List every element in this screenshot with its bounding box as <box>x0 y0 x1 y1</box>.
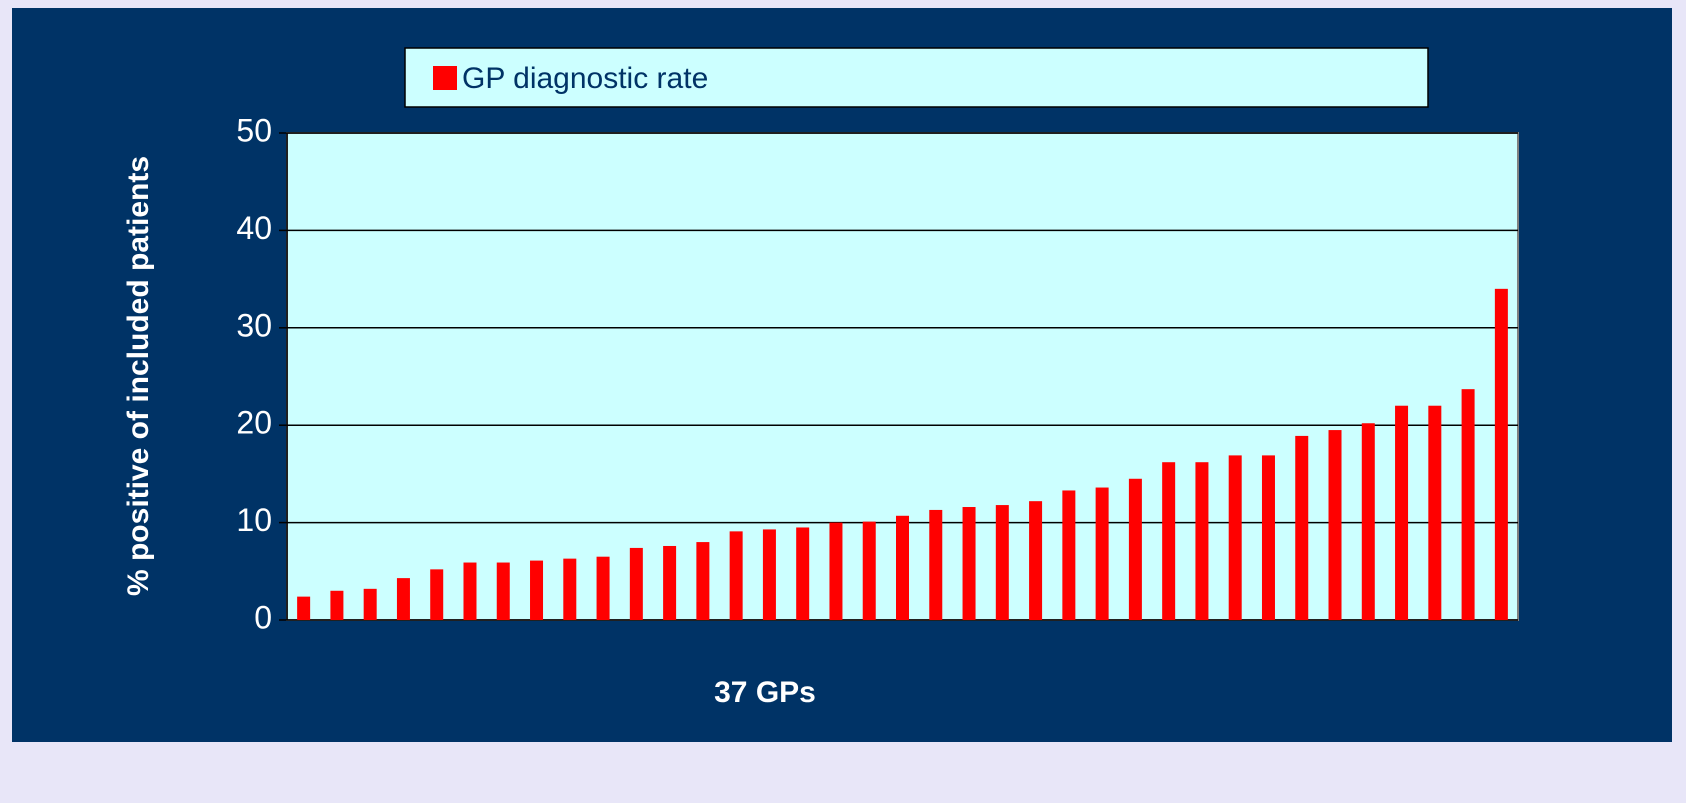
bar <box>796 527 810 620</box>
bar <box>1461 389 1475 620</box>
bar <box>463 562 477 620</box>
bar <box>1162 462 1176 620</box>
bar <box>1494 288 1508 620</box>
bar <box>862 521 876 620</box>
bar <box>596 556 610 620</box>
bar <box>530 560 544 620</box>
bar <box>363 588 377 620</box>
bar <box>1428 405 1442 620</box>
bar <box>962 507 976 620</box>
bar <box>929 509 943 620</box>
bar <box>1029 501 1043 620</box>
bar <box>396 578 410 620</box>
bar <box>1195 462 1209 620</box>
bar <box>297 596 311 620</box>
y-tick-label: 0 <box>254 599 272 635</box>
bar <box>1395 405 1409 620</box>
bar <box>1228 455 1242 620</box>
y-tick-label: 40 <box>236 210 272 246</box>
bar <box>995 505 1009 620</box>
legend-label: GP diagnostic rate <box>462 62 708 95</box>
bar <box>330 590 344 620</box>
bar <box>1295 435 1309 620</box>
y-tick-label: 10 <box>236 502 272 538</box>
bar <box>1128 478 1142 620</box>
bar <box>896 515 909 620</box>
bar <box>1328 430 1342 620</box>
bar <box>496 562 510 620</box>
bar <box>762 529 776 620</box>
legend-box <box>404 47 1429 108</box>
bar <box>629 547 643 620</box>
bar <box>1361 423 1375 620</box>
bar <box>1062 490 1076 620</box>
y-axis-label: % positive of included patients <box>122 156 155 596</box>
bar <box>696 542 710 620</box>
y-tick-label: 20 <box>236 405 272 441</box>
bar <box>563 558 577 620</box>
bar <box>430 569 444 620</box>
y-tick-label: 30 <box>236 307 272 343</box>
legend-swatch <box>433 66 457 90</box>
bar <box>1261 455 1275 620</box>
bar <box>663 545 677 620</box>
bar <box>1095 487 1109 620</box>
bar <box>729 531 743 620</box>
bar <box>829 522 843 620</box>
y-tick-label: 50 <box>236 112 272 148</box>
x-axis-label: 37 GPs <box>714 676 816 709</box>
